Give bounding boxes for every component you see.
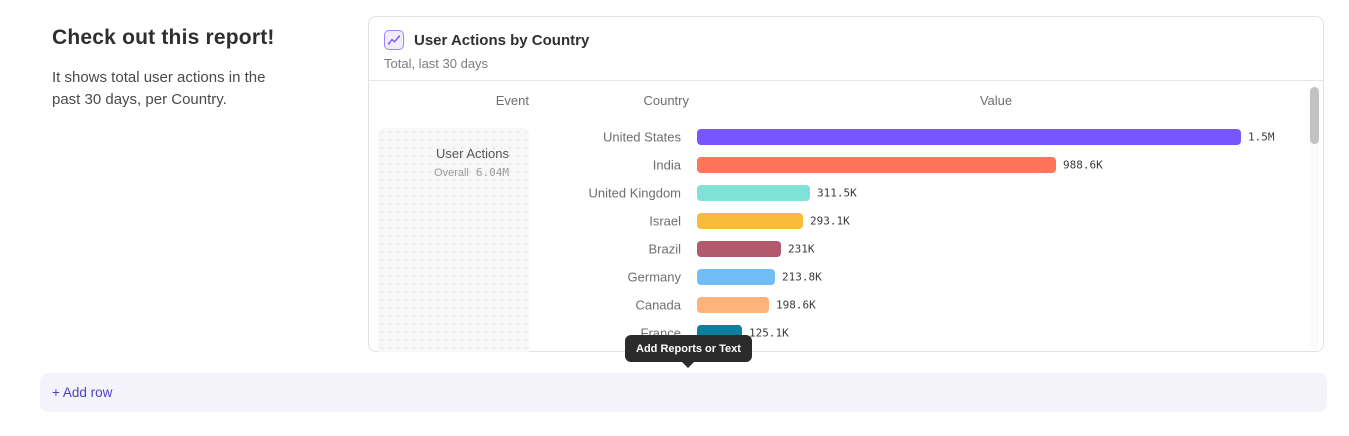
country-label: United Kingdom — [588, 185, 682, 201]
event-box[interactable]: User Actions Overall 6.04M — [378, 128, 529, 352]
chart-row: Israel 293.1K — [369, 207, 1323, 235]
add-reports-tooltip: Add Reports or Text — [625, 335, 752, 368]
chart-row: United Kingdom 311.5K — [369, 179, 1323, 207]
country-label: Brazil — [648, 241, 681, 257]
chart-row: France 125.1K — [369, 319, 1323, 347]
event-overall-label: Overall — [434, 167, 469, 179]
report-title: User Actions by Country — [414, 31, 590, 49]
intro-text: It shows total user actions in the past … — [52, 69, 266, 108]
event-overall: Overall 6.04M — [378, 166, 509, 179]
tooltip-label: Add Reports or Text — [636, 342, 741, 355]
add-row-button[interactable]: + Add row — [40, 373, 1327, 412]
country-label: Canada — [635, 297, 681, 313]
country-label: United States — [602, 129, 681, 145]
bar-value-label: 198.6K — [776, 298, 816, 312]
report-subtitle: Total, last 30 days — [384, 56, 489, 71]
bar-value-label: 293.1K — [810, 214, 850, 228]
bar-value-label: 988.6K — [1063, 158, 1103, 172]
intro-block: Check out this report! It shows total us… — [52, 26, 312, 111]
chart-scrollbar-thumb[interactable] — [1310, 87, 1319, 144]
bar-segment[interactable] — [697, 269, 775, 285]
bar-chart: Event Country Value User Actions Overall… — [369, 82, 1323, 352]
country-label: India — [652, 157, 681, 173]
add-row-label: + Add row — [52, 385, 113, 400]
chart-scrollbar-track — [1310, 85, 1319, 349]
bar-segment[interactable] — [697, 241, 781, 257]
country-label: Israel — [649, 213, 681, 229]
bar-segment[interactable] — [697, 129, 1241, 145]
column-header-country: Country — [643, 93, 689, 108]
event-name: User Actions — [436, 146, 509, 161]
chart-row: Canada 198.6K — [369, 291, 1323, 319]
bar-value-label: 1.5M — [1248, 130, 1275, 144]
bar-segment[interactable] — [697, 297, 769, 313]
bar-segment[interactable] — [697, 213, 803, 229]
report-chart-icon — [384, 30, 404, 50]
chart-row: India 988.6K — [369, 151, 1323, 179]
bar-segment[interactable] — [697, 185, 810, 201]
report-card-header: User Actions by Country Total, last 30 d… — [369, 17, 1323, 81]
page-title: Check out this report! — [52, 26, 275, 49]
bar-value-label: 213.8K — [782, 270, 822, 284]
chart-row: Brazil 231K — [369, 235, 1323, 263]
report-card[interactable]: User Actions by Country Total, last 30 d… — [368, 16, 1324, 352]
column-header-value: Value — [979, 93, 1013, 108]
bar-value-label: 311.5K — [817, 186, 857, 200]
bar-segment[interactable] — [697, 157, 1056, 173]
bar-value-label: 125.1K — [749, 326, 789, 340]
chart-row: United States 1.5M — [369, 123, 1323, 151]
column-header-event: Event — [495, 93, 529, 108]
chart-row: Germany 213.8K — [369, 263, 1323, 291]
country-label: Germany — [627, 269, 681, 285]
bar-value-label: 231K — [788, 242, 815, 256]
event-overall-value: 6.04M — [475, 166, 509, 179]
